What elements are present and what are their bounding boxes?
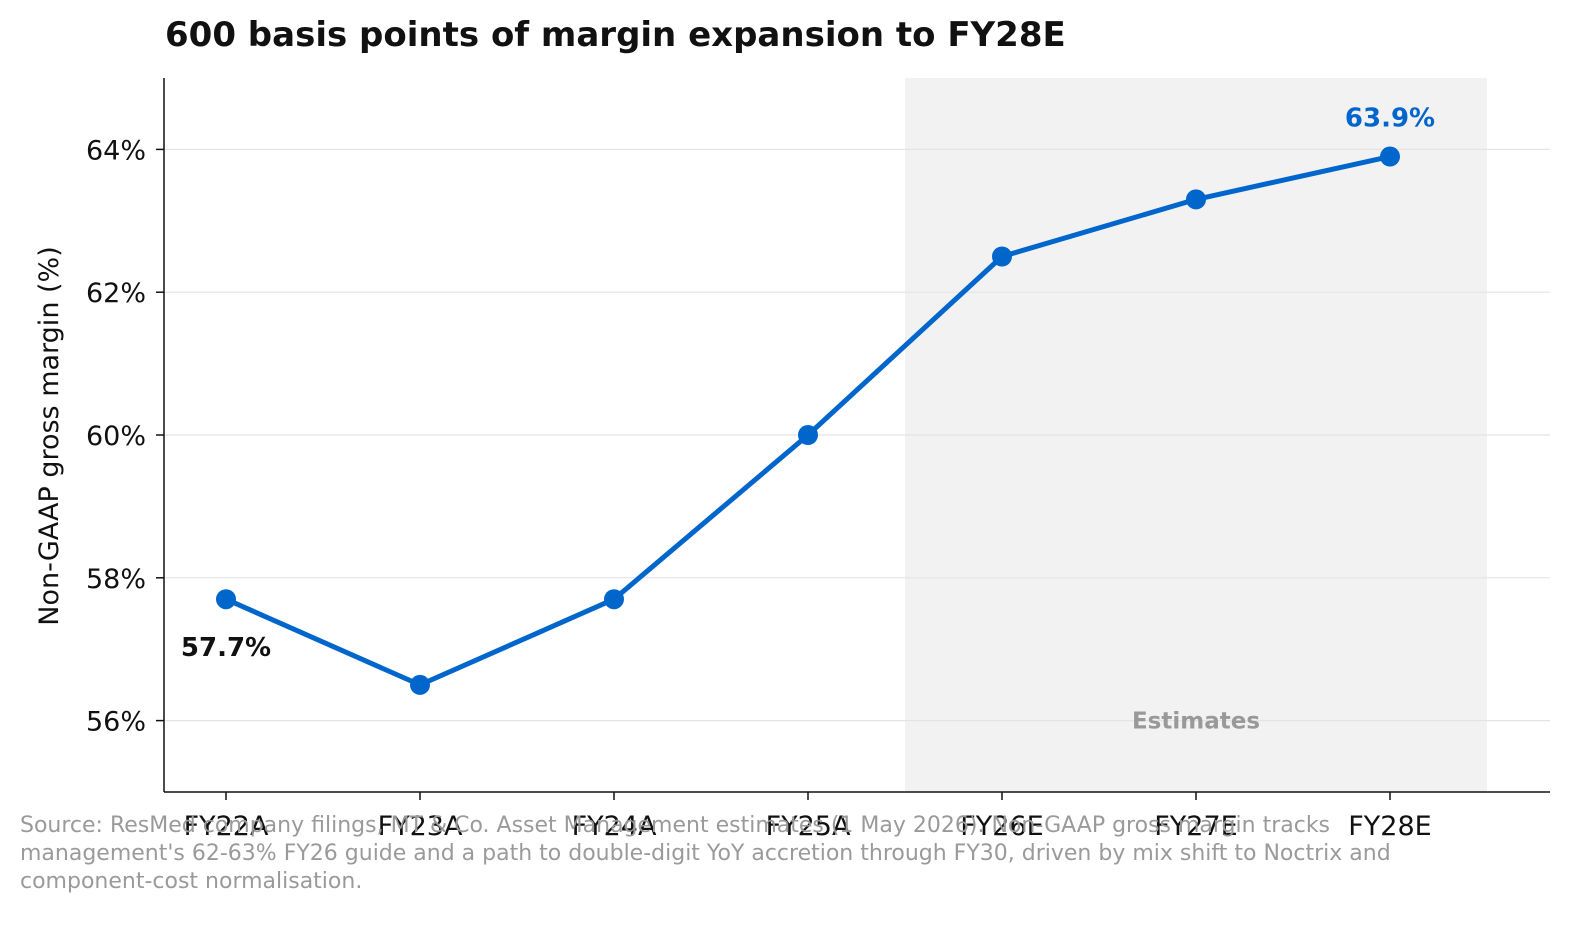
y-tick-label: 60% [86, 421, 146, 452]
end-value-label: 63.9% [1345, 104, 1435, 134]
data-point [1186, 189, 1206, 210]
y-tick-labels: 56% 58% 60% 62% 64% [86, 135, 146, 737]
estimates-label: Estimates [1132, 709, 1260, 735]
y-tick-label: 62% [86, 278, 146, 309]
x-tick-label: FY22A [184, 811, 269, 842]
data-points [216, 146, 1400, 695]
y-axis-label: Non-GAAP gross margin (%) [34, 246, 65, 625]
y-tick-label: 58% [86, 564, 146, 595]
x-tick-label: FY27E [1154, 811, 1237, 842]
x-tick-label: FY25A [766, 811, 851, 842]
source-footnote: Source: ResMed company filings, MT & Co.… [20, 813, 1391, 894]
gridlines [164, 148, 1550, 722]
x-tick-labels: FY22A FY23A FY24A FY25A FY26E FY27E FY28E [184, 811, 1432, 842]
data-point [216, 589, 236, 610]
y-tick-label: 64% [86, 135, 146, 166]
x-tick-label: FY24A [572, 811, 657, 842]
data-point [992, 246, 1012, 267]
data-point [798, 425, 818, 445]
chart-title: 600 basis points of margin expansion to … [165, 15, 1066, 55]
data-point [604, 589, 624, 610]
data-point [410, 674, 430, 695]
data-annotations: 57.7% 63.9% [181, 104, 1435, 664]
x-tick-label: FY23A [378, 811, 463, 842]
start-value-label: 57.7% [181, 633, 271, 663]
x-tick-label: FY28E [1348, 811, 1431, 842]
axes [156, 78, 1550, 800]
x-tick-label: FY26E [960, 811, 1043, 842]
data-point [1380, 146, 1400, 167]
y-tick-label: 56% [86, 707, 146, 738]
